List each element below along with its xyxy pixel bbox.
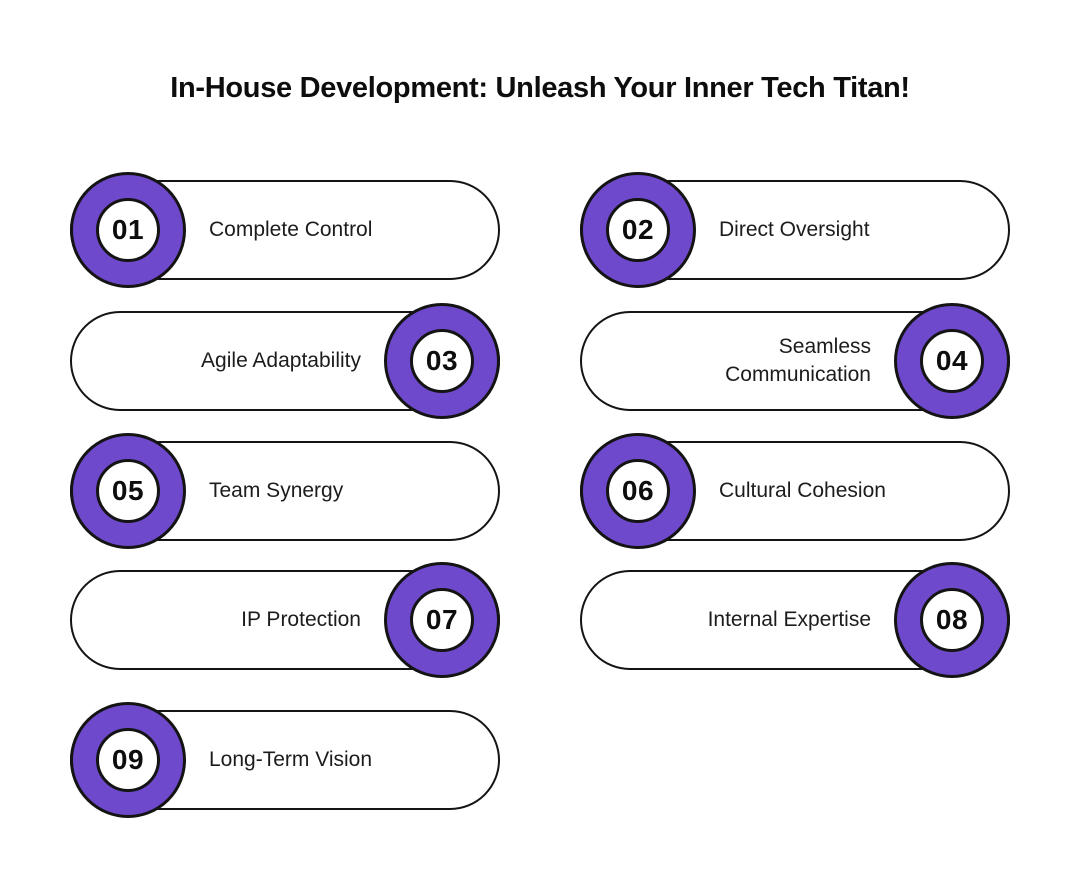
item-label: Cultural Cohesion — [719, 478, 886, 502]
number-badge: 09 — [70, 702, 186, 818]
item-label: Direct Oversight — [719, 217, 870, 241]
badge-number: 05 — [96, 459, 160, 523]
item-label: Seamless Communication — [725, 334, 871, 386]
badge-number: 06 — [606, 459, 670, 523]
badge-number: 03 — [410, 329, 474, 393]
item-label: Internal Expertise — [707, 607, 871, 631]
number-badge: 01 — [70, 172, 186, 288]
number-badge: 04 — [894, 303, 1010, 419]
badge-number: 08 — [920, 588, 984, 652]
list-item-06: Cultural Cohesion 06 — [580, 433, 1010, 549]
number-badge: 06 — [580, 433, 696, 549]
number-badge: 02 — [580, 172, 696, 288]
list-item-04: Seamless Communication 04 — [580, 303, 1010, 419]
number-badge: 08 — [894, 562, 1010, 678]
list-item-01: Complete Control 01 — [70, 172, 500, 288]
item-label: Agile Adaptability — [201, 348, 361, 372]
badge-number: 09 — [96, 728, 160, 792]
list-item-08: Internal Expertise 08 — [580, 562, 1010, 678]
list-item-02: Direct Oversight 02 — [580, 172, 1010, 288]
item-label: Long-Term Vision — [209, 747, 373, 771]
number-badge: 03 — [384, 303, 500, 419]
item-label: IP Protection — [241, 607, 361, 631]
number-badge: 05 — [70, 433, 186, 549]
list-item-07: IP Protection 07 — [70, 562, 500, 678]
list-item-09: Long-Term Vision 09 — [70, 702, 500, 818]
item-label: Complete Control — [209, 217, 373, 241]
badge-number: 01 — [96, 198, 160, 262]
page-title: In-House Development: Unleash Your Inner… — [170, 72, 910, 104]
item-label: Team Synergy — [209, 478, 344, 502]
badge-number: 02 — [606, 198, 670, 262]
number-badge: 07 — [384, 562, 500, 678]
badge-number: 07 — [410, 588, 474, 652]
list-item-03: Agile Adaptability 03 — [70, 303, 500, 419]
badge-number: 04 — [920, 329, 984, 393]
list-item-05: Team Synergy 05 — [70, 433, 500, 549]
